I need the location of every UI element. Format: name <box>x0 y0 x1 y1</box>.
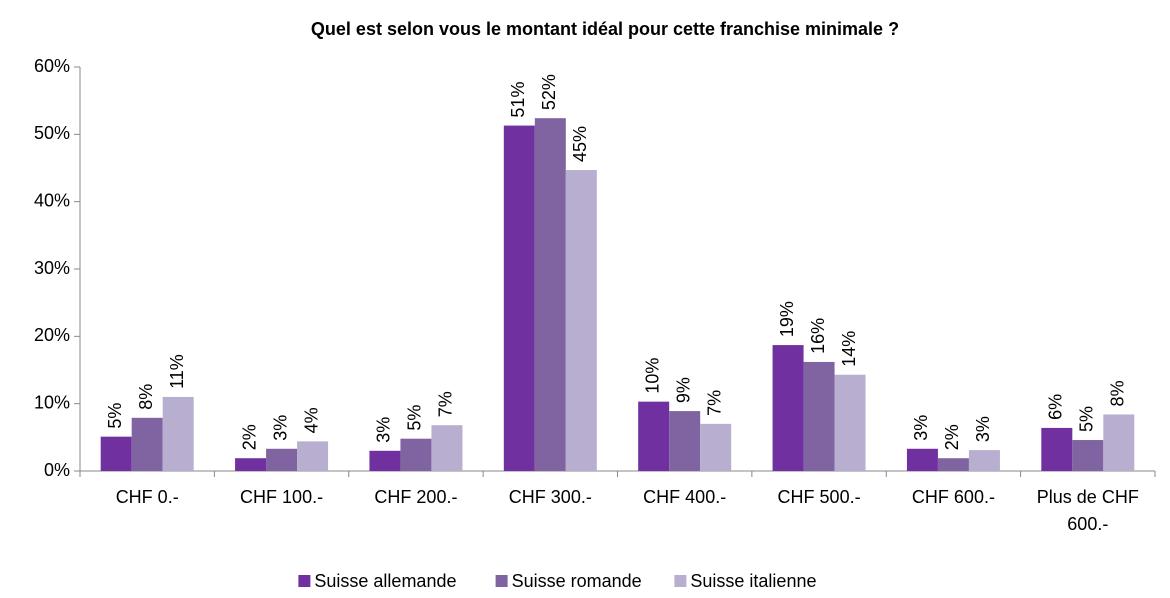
data-label: 7% <box>436 391 456 417</box>
data-label: 5% <box>105 403 125 429</box>
bar <box>1041 427 1073 471</box>
bar <box>937 458 969 471</box>
bar <box>100 436 132 471</box>
y-tick-label: 40% <box>34 190 70 210</box>
data-label: 8% <box>136 384 156 410</box>
data-label: 3% <box>374 417 394 443</box>
legend-label: Suisse italienne <box>690 571 816 591</box>
data-label: 11% <box>167 354 187 389</box>
data-label: 3% <box>911 415 931 441</box>
x-tick-label: CHF 100.- <box>240 487 324 507</box>
data-label: 2% <box>239 424 259 450</box>
bar <box>131 417 163 471</box>
legend-swatch <box>495 575 508 587</box>
x-tick-label: CHF 0.- <box>115 487 179 507</box>
data-label: 8% <box>1108 380 1128 406</box>
bar <box>1103 414 1135 471</box>
data-label: 7% <box>704 390 724 416</box>
x-tick-label: Plus de CHF 600.- <box>1036 487 1139 534</box>
y-tick-label: 30% <box>34 258 70 278</box>
x-tick-label: CHF 600.- <box>911 487 995 507</box>
bar <box>834 374 866 471</box>
data-label: 16% <box>808 318 828 354</box>
bar <box>235 458 267 471</box>
legend-swatch <box>298 575 311 587</box>
data-label: 3% <box>270 415 290 441</box>
bar <box>503 125 535 471</box>
data-label: 19% <box>777 301 797 337</box>
bar <box>431 425 463 471</box>
data-label: 2% <box>942 424 962 450</box>
bar <box>400 438 432 471</box>
y-tick-label: 10% <box>34 392 70 412</box>
chart-title: Quel est selon vous le montant idéal pou… <box>311 19 899 39</box>
data-label: 5% <box>1077 406 1097 432</box>
bar <box>638 401 670 471</box>
bar <box>700 423 732 471</box>
data-label: 9% <box>673 377 693 403</box>
y-tick-label: 50% <box>34 123 70 143</box>
y-tick-label: 0% <box>44 460 70 480</box>
data-label: 45% <box>570 126 590 162</box>
data-label: 3% <box>973 416 993 442</box>
x-tick-label: CHF 200.- <box>374 487 458 507</box>
data-label: 52% <box>539 74 559 110</box>
data-label: 4% <box>301 407 321 433</box>
y-tick-label: 60% <box>34 56 70 76</box>
bar <box>297 441 329 471</box>
bar <box>906 448 938 471</box>
legend-label: Suisse allemande <box>314 571 456 591</box>
bar <box>369 450 401 471</box>
legend-label: Suisse romande <box>512 571 642 591</box>
x-tick-label: CHF 400.- <box>643 487 727 507</box>
bar <box>669 411 701 471</box>
data-label: 10% <box>642 358 662 394</box>
bar <box>534 118 566 471</box>
bar <box>266 448 298 471</box>
bar <box>803 361 835 471</box>
x-tick-label: CHF 500.- <box>777 487 861 507</box>
bar <box>1072 440 1104 471</box>
x-tick-label: CHF 300.- <box>508 487 592 507</box>
bar <box>162 396 194 471</box>
data-label: 51% <box>508 82 528 118</box>
legend-swatch <box>674 575 687 587</box>
bar <box>968 450 1000 471</box>
y-tick-label: 20% <box>34 325 70 345</box>
data-label: 6% <box>1046 394 1066 420</box>
data-label: 5% <box>405 405 425 431</box>
bar <box>772 345 804 471</box>
data-label: 14% <box>839 331 859 367</box>
bar <box>565 170 597 471</box>
